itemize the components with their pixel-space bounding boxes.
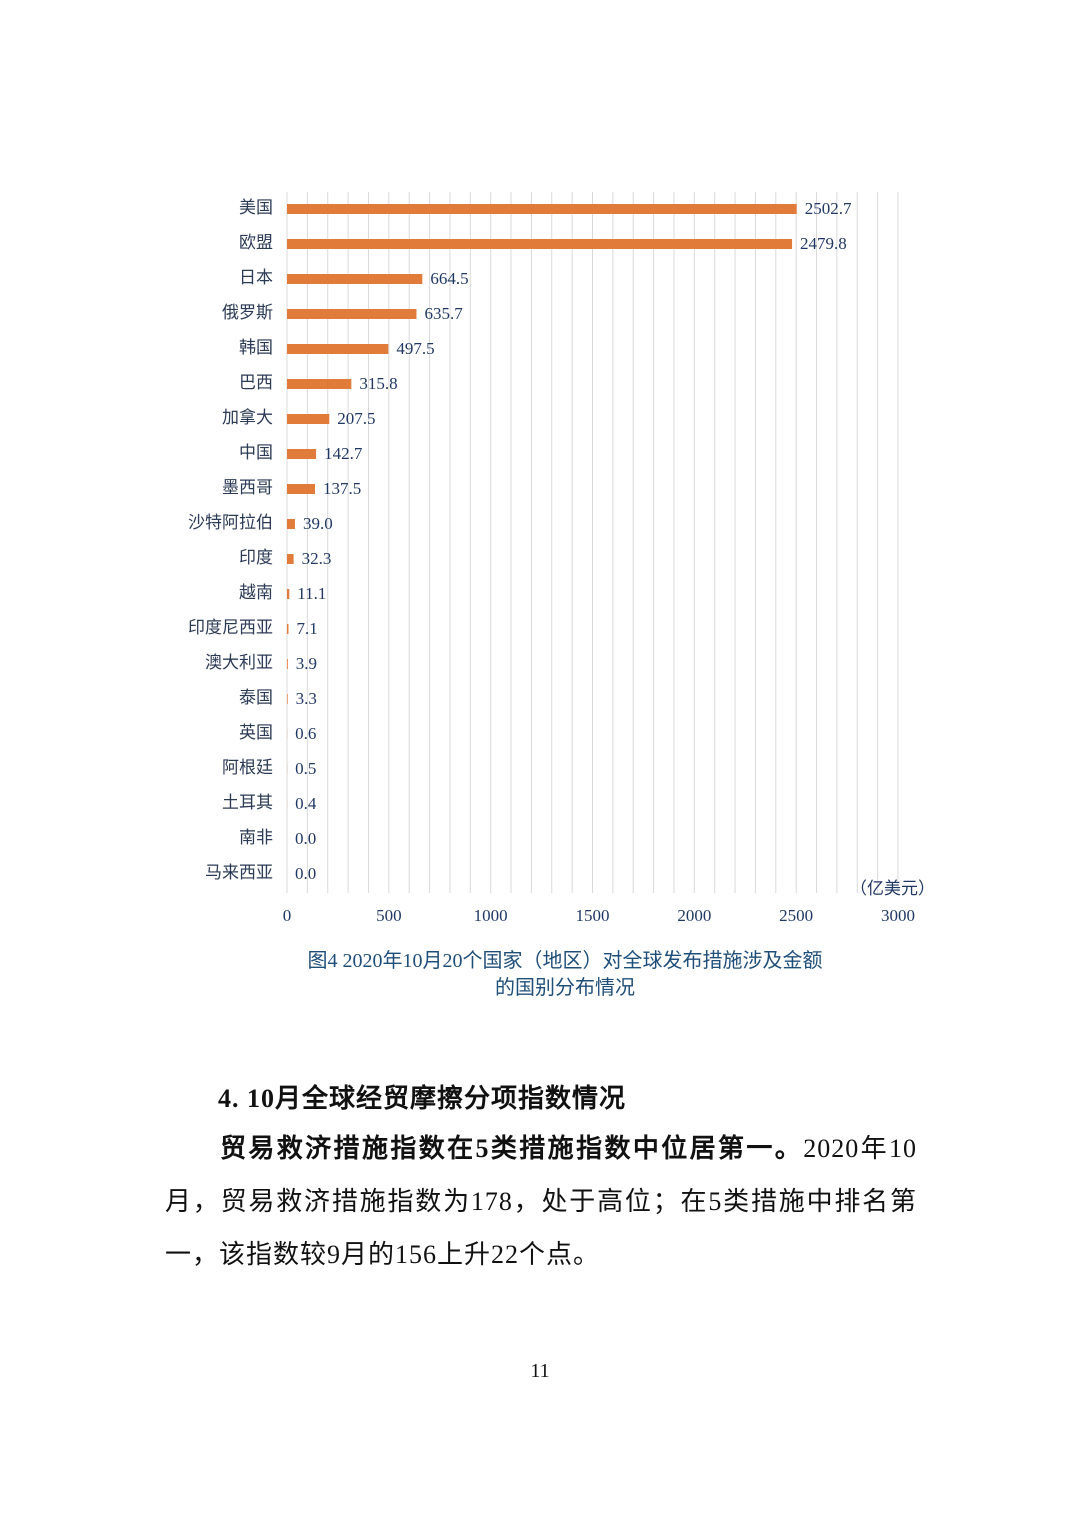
bar (287, 554, 294, 564)
value-label: 11.1 (297, 584, 326, 603)
value-label: 0.4 (295, 794, 317, 813)
x-tick-label: 0 (283, 906, 292, 925)
x-tick-label: 2000 (677, 906, 711, 925)
bar (287, 344, 389, 354)
category-label: 土耳其 (222, 793, 273, 812)
category-label: 美国 (239, 198, 273, 217)
bar (287, 484, 316, 494)
x-tick-label: 1000 (474, 906, 508, 925)
caption-line: 的国别分布情况 (495, 977, 635, 999)
bar (287, 519, 295, 529)
value-label: 3.3 (296, 689, 317, 708)
value-label: 315.8 (359, 374, 397, 393)
value-label: 7.1 (296, 619, 317, 638)
page-number: 11 (530, 1360, 550, 1382)
value-label: 142.7 (324, 444, 363, 463)
bar (287, 379, 352, 389)
category-label: 越南 (239, 583, 273, 602)
category-label: 泰国 (239, 688, 273, 707)
paragraph: 贸易救济措施指数在5类措施指数中位居第一。2020年10月，贸易救济措施指数为1… (165, 1122, 917, 1281)
bar (287, 274, 423, 284)
value-label: 0.5 (295, 759, 316, 778)
paragraph-text: 2020年10月，贸易救济措施指数为178，处于高位；在5类措施中排名第一，该指… (165, 1134, 917, 1269)
category-label: 韩国 (239, 338, 273, 357)
value-label: 635.7 (424, 304, 463, 323)
bar (287, 624, 289, 634)
bar (287, 449, 317, 459)
value-label: 0.0 (295, 864, 316, 883)
category-label: 印度 (239, 548, 273, 567)
x-tick-label: 1500 (576, 906, 610, 925)
category-label: 中国 (239, 443, 273, 462)
category-label: 加拿大 (222, 407, 273, 427)
value-label: 39.0 (303, 514, 333, 533)
bar (287, 309, 417, 319)
value-label: 3.9 (296, 654, 317, 673)
bar (287, 239, 793, 249)
section-heading: 4. 10月全球经贸摩擦分项指数情况 (218, 1084, 627, 1113)
value-label: 0.6 (295, 724, 316, 743)
category-label: 沙特阿拉伯 (188, 513, 273, 532)
x-tick-label: 2500 (779, 906, 813, 925)
value-label: 32.3 (302, 549, 332, 568)
x-tick-label: 3000 (881, 906, 915, 925)
bar (287, 414, 330, 424)
bold-lead: 贸易救济措施指数在5类措施指数中位居第一。 (220, 1134, 804, 1163)
value-label: 664.5 (430, 269, 468, 288)
category-label: 欧盟 (239, 233, 273, 252)
bar (287, 589, 290, 599)
figure-caption: 图4 2020年10月20个国家（地区）对全球发布措施涉及金额 的国别分布情况 (200, 948, 930, 1002)
category-label: 阿根廷 (222, 758, 273, 777)
category-label: 巴西 (239, 373, 273, 392)
category-label: 澳大利亚 (205, 653, 273, 672)
chart: 0 500 1000 1500 2000 2500 3000 （亿美元） 美国 2502.7 欧盟 2… (188, 192, 935, 925)
x-tick-label: 500 (376, 906, 402, 925)
value-label: 0.0 (295, 829, 316, 848)
axis-unit: （亿美元） (850, 879, 935, 898)
value-label: 497.5 (396, 339, 434, 358)
value-label: 137.5 (323, 479, 361, 498)
category-label: 南非 (239, 828, 273, 847)
category-label: 英国 (239, 723, 273, 742)
value-label: 207.5 (337, 409, 375, 428)
category-label: 印度尼西亚 (188, 618, 273, 637)
bar (287, 659, 288, 669)
caption-line: 图4 2020年10月20个国家（地区）对全球发布措施涉及金额 (307, 950, 823, 972)
bar (287, 204, 797, 214)
value-label: 2502.7 (805, 199, 852, 218)
category-label: 马来西亚 (205, 863, 273, 882)
category-label: 墨西哥 (222, 478, 273, 497)
category-label: 日本 (239, 268, 273, 287)
value-label: 2479.8 (800, 234, 847, 253)
bar (287, 694, 288, 704)
category-label: 俄罗斯 (222, 303, 273, 322)
